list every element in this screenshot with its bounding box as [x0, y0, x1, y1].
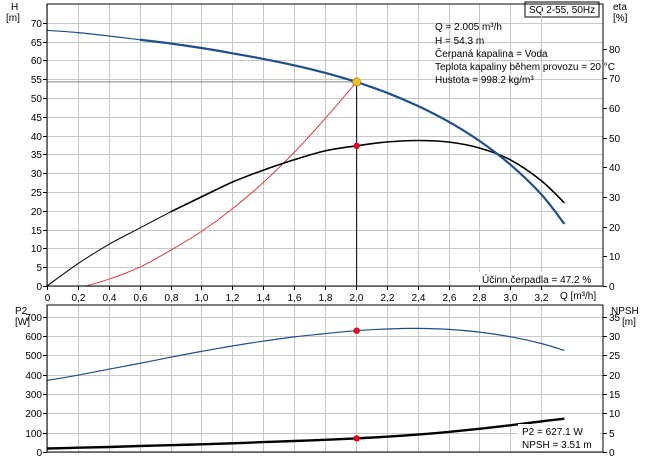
npsh-tick-label: 15	[609, 390, 621, 401]
power-tick-label: 0	[36, 448, 42, 459]
top-info-block: Q = 2.005 m³/h H = 54.3 m Čerpaná kapali…	[435, 22, 615, 86]
eta-tick-label: 30	[609, 193, 621, 204]
x-tick-label: 0	[45, 293, 51, 304]
power-tick-label: 300	[25, 390, 42, 401]
info-temperature: Teplota kapaliny během provozu = 20 °C	[435, 62, 615, 73]
head-tick-label: 50	[31, 94, 43, 105]
head-tick-label: 65	[31, 38, 43, 49]
x-tick-label: 1,0	[195, 293, 209, 304]
head-tick-label: 10	[31, 244, 43, 255]
head-tick-label: 40	[31, 132, 43, 143]
head-tick-label: 5	[36, 263, 42, 274]
power-axis-title: P2	[15, 306, 28, 317]
efficiency-label-bg	[478, 272, 600, 285]
power-tick-label: 400	[25, 371, 42, 382]
x-tick-label: 2,6	[443, 293, 457, 304]
npsh-curve	[46, 417, 565, 450]
head-tick-label: 70	[31, 19, 43, 30]
efficiency-curve-thin	[46, 211, 171, 287]
head-curve-thin	[46, 29, 140, 41]
npsh-duty-marker	[353, 435, 360, 442]
npsh-tick-label: 10	[609, 409, 621, 420]
x-tick-label: 3,2	[535, 293, 549, 304]
head-tick-label: 45	[31, 113, 43, 124]
x-tick-label: 1,2	[226, 293, 240, 304]
x-tick-label: 2,4	[412, 293, 426, 304]
x-tick-label: 0,4	[103, 293, 117, 304]
x-tick-label: 2,0	[350, 293, 364, 304]
bottom-plot-frame	[46, 304, 604, 453]
head-axis-title: H	[11, 2, 18, 13]
x-tick-label: 2,2	[381, 293, 395, 304]
eta-tick-label: 80	[609, 45, 621, 56]
npsh-tick-label: 30	[609, 332, 621, 343]
power-axis-unit: [W]	[15, 317, 30, 328]
eta-axis-title: eta	[613, 2, 627, 13]
power-tick-label: 200	[25, 409, 42, 420]
bottom-axes: 0 100 200 300 400 500 600 700 0 5 10 15 20 25 30 35	[25, 313, 620, 459]
model-label: SQ 2-55, 50Hz	[529, 5, 595, 16]
head-tick-label: 55	[31, 75, 43, 86]
head-axis-unit: [m]	[6, 13, 20, 24]
x-tick-label: 2,8	[473, 293, 487, 304]
head-tick-label: 25	[31, 188, 43, 199]
bottom-info-bg	[518, 424, 600, 451]
x-tick-label: 3,0	[504, 293, 518, 304]
bottom-curves	[46, 327, 565, 450]
efficiency-curve	[170, 139, 565, 213]
eta-axis-unit: [%]	[613, 13, 628, 24]
npsh-tick-label: 35	[609, 313, 621, 324]
duty-point-marker	[352, 77, 362, 87]
info-head: H = 54.3 m	[435, 36, 484, 47]
x-tick-label: 1,6	[288, 293, 302, 304]
top-curves	[46, 29, 566, 287]
x-tick-label: 0,2	[72, 293, 86, 304]
power-tick-label: 700	[25, 313, 42, 324]
x-tick-label: 1,8	[319, 293, 333, 304]
efficiency-label: Účinn.čerpadla = 47.2 %	[482, 273, 591, 286]
head-tick-label: 30	[31, 169, 43, 180]
info-flow: Q = 2.005 m³/h	[435, 22, 502, 33]
model-label-box	[524, 1, 600, 18]
power-curve	[46, 327, 565, 381]
npsh-tick-label: 5	[609, 429, 615, 440]
head-tick-label: 60	[31, 56, 43, 67]
x-tick-label: 0,6	[134, 293, 148, 304]
system-curve	[85, 81, 358, 287]
eta-tick-label: 0	[609, 282, 615, 293]
head-tick-label: 20	[31, 207, 43, 218]
info-density: Hustota = 998.2 kg/m³	[435, 75, 534, 86]
info-npsh: NPSH = 3.51 m	[522, 440, 592, 451]
info-liquid: Čerpaná kapalina = Voda	[435, 47, 548, 60]
npsh-tick-label: 25	[609, 351, 621, 362]
eta-tick-label: 20	[609, 223, 621, 234]
eta-tick-label: 50	[609, 134, 621, 145]
npsh-axis-title: NPSH	[611, 306, 639, 317]
power-duty-marker	[353, 327, 360, 334]
head-tick-label: 35	[31, 150, 43, 161]
power-tick-label: 500	[25, 351, 42, 362]
power-tick-label: 600	[25, 332, 42, 343]
head-tick-label: 15	[31, 226, 43, 237]
x-tick-label: 0,8	[165, 293, 179, 304]
head-tick-label: 0	[36, 282, 42, 293]
x-axis-title: Q [m³/h]	[560, 291, 596, 302]
top-plot-frame	[46, 3, 604, 287]
info-power: P2 = 627.1 W	[522, 427, 583, 438]
npsh-axis-unit: [m]	[622, 317, 636, 328]
top-axes: 0 0,2 0,4 0,6 0,8 1,0 1,2 1,4 1,6 1,8 2,0 2,2 2,4 2,6…	[31, 19, 621, 304]
eta-tick-label: 60	[609, 104, 621, 115]
efficiency-duty-marker	[353, 142, 360, 150]
eta-tick-label: 70	[609, 74, 621, 85]
npsh-tick-label: 20	[609, 371, 621, 382]
x-tick-label: 1,4	[257, 293, 271, 304]
eta-tick-label: 10	[609, 252, 621, 263]
power-tick-label: 100	[25, 429, 42, 440]
npsh-tick-label: 0	[609, 448, 615, 459]
eta-tick-label: 40	[609, 163, 621, 174]
